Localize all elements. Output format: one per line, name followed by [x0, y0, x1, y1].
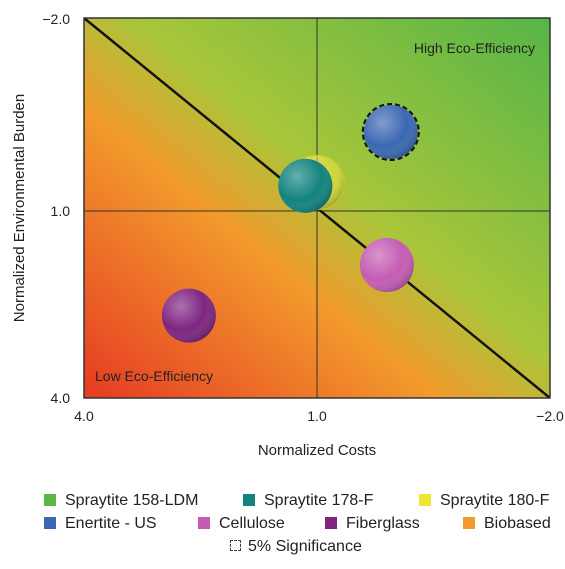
legend-item-fiberglass: Fiberglass [325, 515, 420, 533]
legend-label: Enertite - US [65, 515, 157, 532]
y-axis-label: Normalized Environmental Burden [11, 94, 28, 322]
x-tick-left: 4.0 [74, 408, 94, 424]
significance-ring-enertite-us [361, 103, 420, 161]
legend-swatch [198, 517, 210, 529]
legend-item-cellulose: Cellulose [198, 515, 285, 533]
legend-label: 5% Significance [248, 538, 362, 555]
legend-label: Fiberglass [346, 515, 420, 532]
x-axis-label: Normalized Costs [258, 442, 376, 459]
significance-dashed-square-icon [230, 540, 241, 551]
legend-item-spraytite-180-f: Spraytite 180-F [419, 492, 549, 510]
legend-item-biobased: Biobased [463, 515, 551, 533]
legend-item-spraytite-158-ldm: Spraytite 158-LDM [44, 492, 198, 510]
bubble-shading-cellulose [359, 238, 414, 292]
bubble-shading-enertite-us [363, 105, 418, 159]
x-tick-right: −2.0 [536, 408, 564, 424]
legend-label: Biobased [484, 515, 551, 532]
legend-label: Cellulose [219, 515, 285, 532]
legend-item-significance: 5% Significance [230, 538, 362, 556]
legend-swatch [243, 494, 255, 506]
bubble-shading-spraytite-178-f [278, 158, 333, 213]
annotation-high: High Eco-Efficiency [414, 40, 535, 56]
legend-swatch [44, 494, 56, 506]
legend-swatch [419, 494, 431, 506]
y-tick-center: 1.0 [51, 203, 71, 219]
annotation-low: Low Eco-Efficiency [95, 368, 213, 384]
legend-label: Spraytite 178-F [264, 492, 374, 509]
legend-label: Spraytite 180-F [440, 492, 550, 509]
legend-swatch [463, 517, 475, 529]
legend-label: Spraytite 158-LDM [65, 492, 199, 509]
y-tick-top: −2.0 [42, 11, 70, 27]
legend-item-enertite-us: Enertite - US [44, 515, 157, 533]
legend-swatch [44, 517, 56, 529]
x-tick-center: 1.0 [307, 408, 327, 424]
legend-item-spraytite-178-f: Spraytite 178-F [243, 492, 373, 510]
legend-swatch [325, 517, 337, 529]
bubble-layer [161, 103, 420, 343]
y-tick-bottom: 4.0 [51, 390, 71, 406]
plot-frame [83, 17, 551, 399]
bubble-shading-fiberglass [161, 288, 216, 343]
